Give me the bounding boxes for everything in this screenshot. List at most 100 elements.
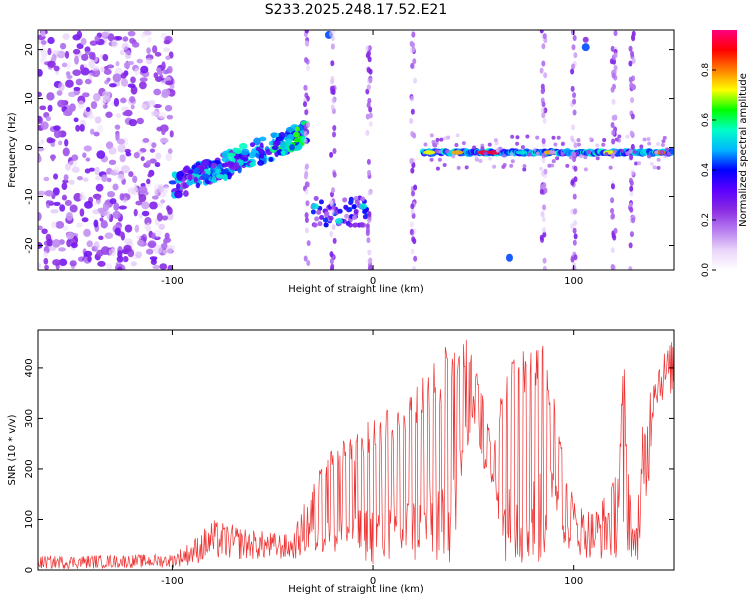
spectrogram-cell: [115, 132, 120, 142]
spectrogram-cell: [305, 181, 310, 188]
spectrogram-cell: [187, 174, 193, 181]
spectrogram-cell: [46, 92, 55, 101]
spectrogram-cell: [464, 165, 469, 170]
spectrogram-cell: [71, 154, 79, 161]
spectrogram-cell: [38, 147, 45, 152]
spectrogram-cell: [572, 35, 577, 42]
spectrogram-cell: [570, 135, 575, 142]
spectrogram-cell: [411, 162, 416, 169]
spectrogram-cell: [329, 258, 334, 265]
spectrogram-cell: [216, 174, 225, 179]
spectrogram-cell: [366, 84, 371, 91]
spectrogram-cell: [541, 138, 546, 145]
spectrogram-cell: [151, 110, 159, 117]
spectrogram-cell: [73, 86, 81, 91]
spectrogram-cell: [90, 101, 98, 109]
spectrogram-cell: [520, 145, 525, 150]
spectrogram-cell: [71, 166, 80, 173]
spectrogram-cell: [413, 77, 418, 84]
spectrogram-cell: [161, 88, 171, 97]
spectrogram-cell: [619, 148, 624, 153]
spectrogram-cell: [610, 197, 615, 204]
spectrogram-cell: [541, 152, 546, 159]
spectrogram-cell: [85, 106, 91, 112]
spectrogram-cell: [62, 147, 70, 157]
spectrogram-cell: [118, 205, 127, 210]
spectrogram-cell: [329, 230, 334, 237]
spectrogram-cell: [541, 216, 546, 223]
spectrogram-cell: [306, 240, 311, 247]
spectrogram-cell: [573, 176, 578, 183]
spectrogram-cell: [454, 142, 459, 147]
spectrogram-cell: [65, 212, 74, 221]
spectrogram-cell: [140, 65, 149, 74]
spectrogram-cell: [660, 143, 665, 148]
spectrogram-cell: [629, 190, 634, 197]
spectrogram-cell: [38, 263, 42, 269]
spectrogram-cell: [630, 50, 635, 57]
spectrogram-cell: [104, 200, 111, 205]
spectrogram-cell: [625, 134, 630, 139]
spectrogram-cell: [617, 134, 622, 139]
spectrogram-cell: [515, 150, 528, 155]
spectrogram-cell: [560, 151, 565, 156]
spectrogram-cell: [114, 166, 120, 174]
spectrogram-cell: [488, 156, 493, 161]
spectrogram-cell: [107, 177, 112, 183]
spectrogram-frame: [37, 29, 675, 271]
spectrogram-cell: [532, 147, 537, 152]
spectrogram-cell: [410, 108, 415, 115]
spectrogram-cell: [47, 47, 52, 56]
spectrogram-cell: [332, 237, 337, 244]
spectrogram-cell: [628, 242, 633, 249]
spectrogram-cell: [629, 185, 634, 192]
spectrogram-cell: [510, 134, 515, 139]
spectrogram-cell: [568, 155, 573, 160]
spectrogram-cell: [409, 157, 414, 164]
spectrogram-cell: [134, 67, 139, 76]
spectrogram-cell: [365, 113, 370, 120]
spectrogram-cell: [368, 77, 373, 84]
spectrogram-cell: [83, 228, 91, 237]
snr-x-tick-label: -100: [161, 576, 184, 587]
spectrogram-cell: [304, 30, 309, 34]
spectrogram-cell: [344, 213, 350, 219]
spectrogram-cell: [226, 172, 232, 180]
spectrogram-cell: [122, 36, 129, 42]
spectrogram-cell: [61, 182, 68, 190]
spectrogram-cell: [583, 167, 588, 172]
spectrogram-cell: [443, 136, 448, 141]
spectrogram-cell: [84, 201, 93, 209]
spectrogram-cell: [295, 145, 301, 151]
spectrogram-cell: [166, 245, 174, 254]
spectrogram-cell: [94, 116, 102, 124]
spectrogram-cell: [608, 165, 613, 170]
spectrogram-cell: [330, 35, 335, 42]
spectrogram-cell: [629, 82, 634, 89]
spectrogram-cell: [613, 227, 618, 234]
spectrogram-cell: [166, 205, 171, 212]
spectrogram-cell: [542, 204, 547, 211]
spectrogram-cell: [125, 151, 132, 157]
spectrogram-cell: [611, 114, 616, 121]
spectrogram-cell: [493, 138, 498, 143]
spectrogram-cell: [472, 145, 477, 150]
spectrogram-cell: [81, 217, 89, 223]
spectrogram-cell: [164, 80, 174, 86]
spectrogram-cell: [572, 193, 577, 200]
spectrogram-cell: [411, 31, 416, 38]
spectrogram-cell: [611, 129, 616, 136]
spectrogram-cell: [66, 61, 71, 71]
spectrogram-cell: [40, 139, 45, 144]
spectrogram-cell: [200, 159, 210, 168]
spectrogram-cell: [51, 221, 57, 229]
spectrogram-cell: [227, 152, 236, 157]
spectrogram-cell: [82, 177, 89, 182]
spectrogram-cell: [38, 116, 43, 124]
spectrogram-cell: [423, 150, 436, 155]
spectrogram-cell: [630, 97, 635, 104]
spectrogram-cell: [149, 148, 156, 153]
spectrogram-cell: [109, 198, 117, 205]
spectrogram-cell: [147, 101, 156, 107]
spectrogram-cell: [104, 232, 114, 240]
